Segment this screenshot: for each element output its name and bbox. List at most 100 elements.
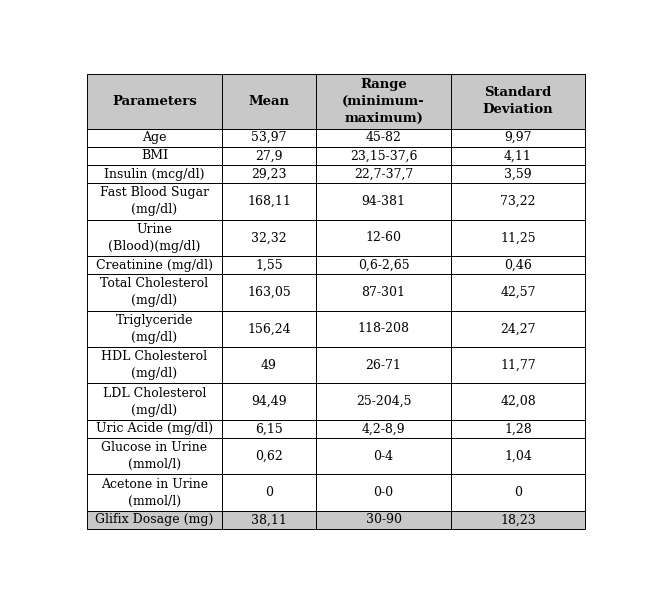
Bar <box>451 347 585 383</box>
Bar <box>316 274 451 310</box>
Text: 30-90: 30-90 <box>365 513 401 527</box>
Bar <box>87 74 222 128</box>
Text: 4,11: 4,11 <box>504 149 532 162</box>
Text: 49: 49 <box>261 359 277 372</box>
Bar <box>316 420 451 438</box>
Bar <box>222 383 316 420</box>
Bar <box>316 128 451 147</box>
Bar <box>222 147 316 165</box>
Text: 4,2-8,9: 4,2-8,9 <box>361 423 405 435</box>
Bar <box>316 147 451 165</box>
Bar <box>451 183 585 220</box>
Text: 0,62: 0,62 <box>255 450 283 463</box>
Text: 25-204,5: 25-204,5 <box>356 395 411 408</box>
Bar <box>222 420 316 438</box>
Text: 3,59: 3,59 <box>504 168 532 180</box>
Text: 24,27: 24,27 <box>501 322 536 336</box>
Text: 45-82: 45-82 <box>365 131 401 144</box>
Text: 27,9: 27,9 <box>255 149 283 162</box>
Bar <box>222 475 316 511</box>
Text: 156,24: 156,24 <box>247 322 291 336</box>
Text: Fast Blood Sugar
(mg/dl): Fast Blood Sugar (mg/dl) <box>100 186 209 216</box>
Bar <box>87 183 222 220</box>
Text: 0,6-2,65: 0,6-2,65 <box>358 259 409 272</box>
Text: Standard
Deviation: Standard Deviation <box>483 86 554 116</box>
Bar <box>316 511 451 529</box>
Text: 22,7-37,7: 22,7-37,7 <box>354 168 413 180</box>
Text: 9,97: 9,97 <box>504 131 532 144</box>
Bar <box>222 183 316 220</box>
Bar <box>451 383 585 420</box>
Text: 0-0: 0-0 <box>373 486 394 499</box>
Text: 73,22: 73,22 <box>501 195 536 208</box>
Text: 42,57: 42,57 <box>501 286 536 299</box>
Bar <box>316 475 451 511</box>
Text: 0: 0 <box>265 486 273 499</box>
Bar <box>87 274 222 310</box>
Text: 23,15-37,6: 23,15-37,6 <box>350 149 417 162</box>
Text: 0-4: 0-4 <box>373 450 394 463</box>
Bar <box>316 220 451 256</box>
Bar <box>451 128 585 147</box>
Bar <box>87 475 222 511</box>
Text: Urine
(Blood)(mg/dl): Urine (Blood)(mg/dl) <box>108 223 201 253</box>
Bar <box>316 347 451 383</box>
Text: 26-71: 26-71 <box>365 359 401 372</box>
Text: Total Cholesterol
(mg/dl): Total Cholesterol (mg/dl) <box>100 278 209 307</box>
Text: 29,23: 29,23 <box>251 168 287 180</box>
Text: 42,08: 42,08 <box>500 395 536 408</box>
Bar <box>87 347 222 383</box>
Text: 32,32: 32,32 <box>251 231 287 244</box>
Bar <box>451 220 585 256</box>
Text: 0: 0 <box>514 486 522 499</box>
Text: Triglyceride
(mg/dl): Triglyceride (mg/dl) <box>115 314 193 344</box>
Text: 1,28: 1,28 <box>504 423 532 435</box>
Bar <box>451 256 585 274</box>
Text: 87-301: 87-301 <box>361 286 405 299</box>
Bar <box>451 74 585 128</box>
Bar <box>451 310 585 347</box>
Text: 1,04: 1,04 <box>504 450 532 463</box>
Text: 11,25: 11,25 <box>501 231 536 244</box>
Text: 53,97: 53,97 <box>251 131 287 144</box>
Bar <box>87 165 222 183</box>
Bar <box>222 310 316 347</box>
Bar <box>222 220 316 256</box>
Text: Creatinine (mg/dl): Creatinine (mg/dl) <box>96 259 213 272</box>
Bar <box>87 128 222 147</box>
Bar <box>87 438 222 475</box>
Bar <box>222 74 316 128</box>
Bar <box>316 256 451 274</box>
Text: LDL Cholesterol
(mg/dl): LDL Cholesterol (mg/dl) <box>102 387 206 417</box>
Text: 11,77: 11,77 <box>501 359 536 372</box>
Bar <box>87 420 222 438</box>
Bar <box>316 74 451 128</box>
Text: Age: Age <box>142 131 167 144</box>
Text: 6,15: 6,15 <box>255 423 283 435</box>
Bar <box>316 165 451 183</box>
Text: Uric Acide (mg/dl): Uric Acide (mg/dl) <box>96 423 213 435</box>
Bar <box>222 256 316 274</box>
Bar <box>316 383 451 420</box>
Text: Mean: Mean <box>249 95 289 107</box>
Bar <box>451 274 585 310</box>
Text: BMI: BMI <box>141 149 168 162</box>
Bar <box>87 310 222 347</box>
Bar <box>87 511 222 529</box>
Bar <box>451 147 585 165</box>
Text: 12-60: 12-60 <box>365 231 401 244</box>
Bar <box>222 274 316 310</box>
Bar <box>222 511 316 529</box>
Text: Glifix Dosage (mg): Glifix Dosage (mg) <box>95 513 214 527</box>
Bar <box>87 147 222 165</box>
Text: 94-381: 94-381 <box>361 195 405 208</box>
Text: Parameters: Parameters <box>112 95 197 107</box>
Text: 0,46: 0,46 <box>504 259 532 272</box>
Text: Insulin (mcg/dl): Insulin (mcg/dl) <box>104 168 205 180</box>
Bar <box>222 128 316 147</box>
Text: Acetone in Urine
(mmol/l): Acetone in Urine (mmol/l) <box>101 478 208 507</box>
Text: 94,49: 94,49 <box>251 395 287 408</box>
Bar <box>87 383 222 420</box>
Text: HDL Cholesterol
(mg/dl): HDL Cholesterol (mg/dl) <box>101 350 207 380</box>
Bar <box>222 438 316 475</box>
